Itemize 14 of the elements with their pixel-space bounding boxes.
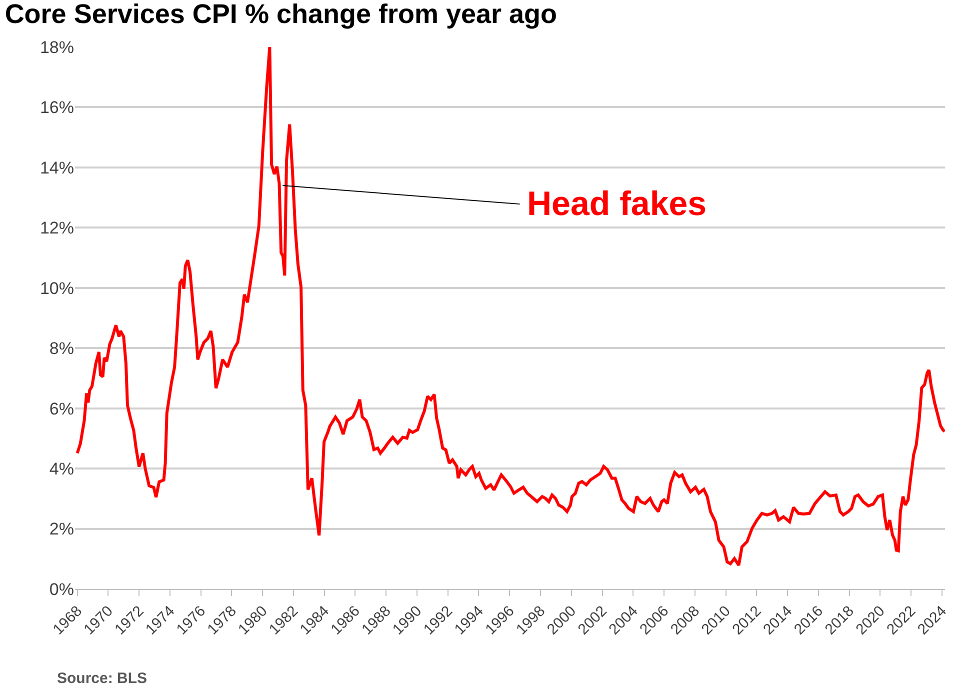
y-tick-label: 6% — [49, 399, 74, 418]
line-series — [76, 47, 945, 567]
y-tick-label: 16% — [40, 98, 74, 118]
source-note: Source: BLS — [57, 670, 148, 687]
y-tick-label: 18% — [40, 38, 74, 57]
annotation: Head fakes — [527, 185, 707, 223]
y-tick-label: 14% — [40, 158, 74, 178]
y-tick-label: 10% — [40, 278, 74, 298]
y-tick-label: 4% — [49, 460, 74, 479]
y-tick-label: 2% — [49, 520, 74, 539]
y-tick-label: 12% — [40, 218, 74, 238]
y-tick-label: 8% — [49, 339, 74, 358]
chart-title: Core Services CPI % change from year ago — [4, 0, 558, 29]
y-tick-label: 0% — [49, 580, 74, 599]
